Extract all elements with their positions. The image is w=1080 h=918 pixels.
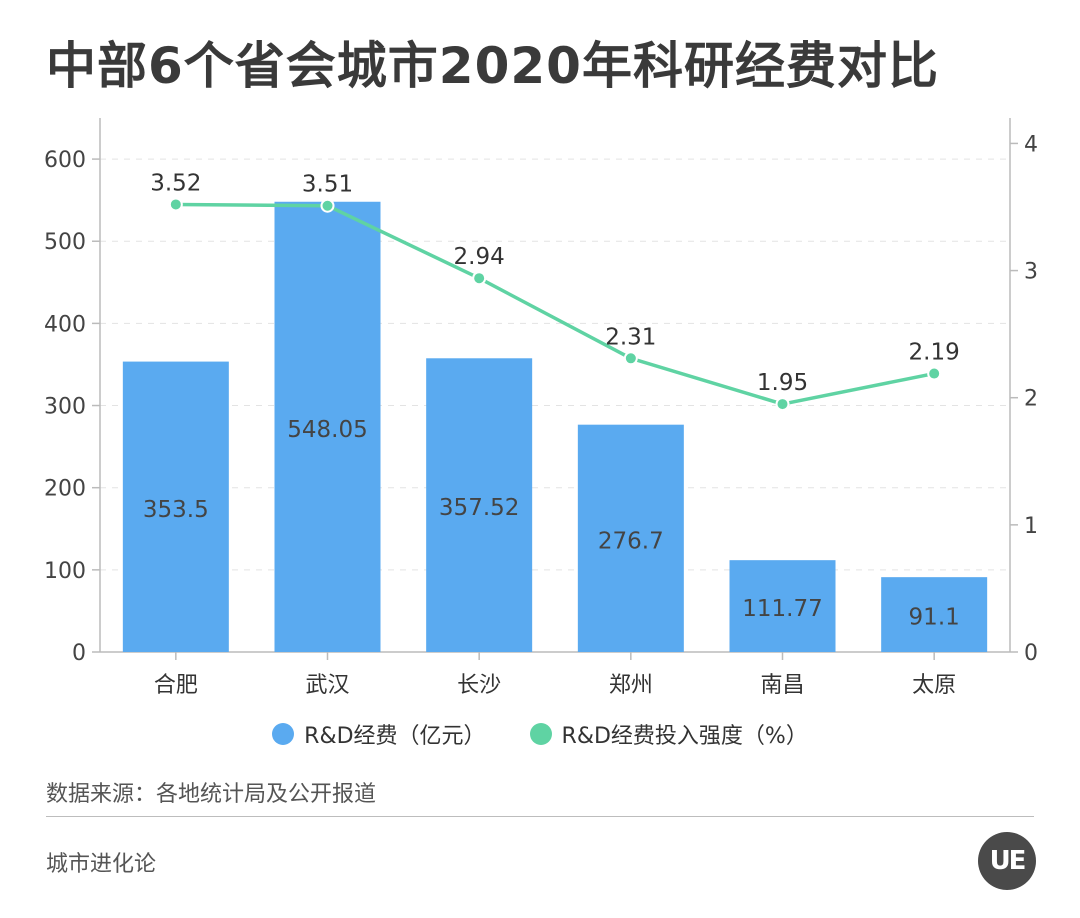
bar-value-label: 276.7 [598,528,664,554]
y-left-tick-label: 500 [44,230,86,255]
combo-chart: 0 100 200 300 400 500 600 0 1 2 3 4 353.5 548.05 357.5… [44,118,1038,698]
brand-name: 城市进化论 [46,852,157,877]
line-value-label: 3.51 [302,172,353,198]
bar-value-label: 91.1 [909,605,960,631]
y-left-tick-label: 300 [44,395,86,420]
bar-value-label: 353.5 [143,497,209,523]
intensity-line [175,202,935,406]
line-value-label: 3.52 [150,170,201,196]
line-point [472,271,487,286]
y-right-tick-label: 4 [1024,132,1038,157]
legend-label-rd-funding: R&D经费（亿元） [304,724,486,749]
line-point [320,198,335,213]
footer-divider [46,816,1034,817]
line-point [623,351,638,366]
bar-value-label: 548.05 [287,417,367,443]
line-value-label: 2.19 [909,340,960,366]
y-left-tick-label: 400 [44,312,86,337]
line-value-label: 2.94 [454,244,505,270]
y-left-tick-label: 100 [44,559,86,584]
line-point [168,197,183,212]
legend-item-rd-funding[interactable]: R&D经费（亿元） [272,718,486,750]
x-tick-label: 武汉 [305,673,349,698]
y-left-tick-label: 200 [44,477,86,502]
chart-title: 中部6个省会城市2020年科研经费对比 [46,37,939,95]
legend-label-rd-intensity: R&D经费投入强度（%） [561,724,808,749]
y-right-tick-label: 2 [1024,387,1038,412]
y-right-tick-label: 3 [1024,260,1038,285]
x-tick-label: 南昌 [760,673,804,698]
bar [122,361,229,652]
bar [729,560,836,652]
bar [881,577,988,652]
legend-swatch-line [529,723,552,745]
legend-swatch-bar [272,723,295,745]
bar [426,358,533,652]
x-tick-label: 合肥 [154,673,198,698]
y-right-tick-label: 1 [1024,514,1038,539]
bar [274,201,381,652]
brand-logo-text: UE [989,846,1027,876]
line-value-label: 2.31 [605,324,656,350]
bar [577,424,684,652]
y-left-tick-label: 600 [44,148,86,173]
data-source-note: 数据来源：各地统计局及公开报道 [46,782,377,807]
x-tick-label: 郑州 [609,673,653,698]
brand-logo: UE [978,832,1036,890]
line-point [775,397,790,412]
y-left-tick-label: 0 [72,641,86,666]
line-value-label: 1.95 [757,370,808,396]
bar-value-label: 111.77 [742,596,822,622]
x-tick-label: 太原 [912,673,956,698]
bar-value-label: 357.52 [439,495,519,521]
legend: R&D经费（亿元） R&D经费投入强度（%） [0,718,1080,750]
x-tick-label: 长沙 [457,673,501,698]
legend-item-rd-intensity[interactable]: R&D经费投入强度（%） [529,718,808,750]
y-right-tick-label: 0 [1024,641,1038,666]
line-point [927,366,942,381]
